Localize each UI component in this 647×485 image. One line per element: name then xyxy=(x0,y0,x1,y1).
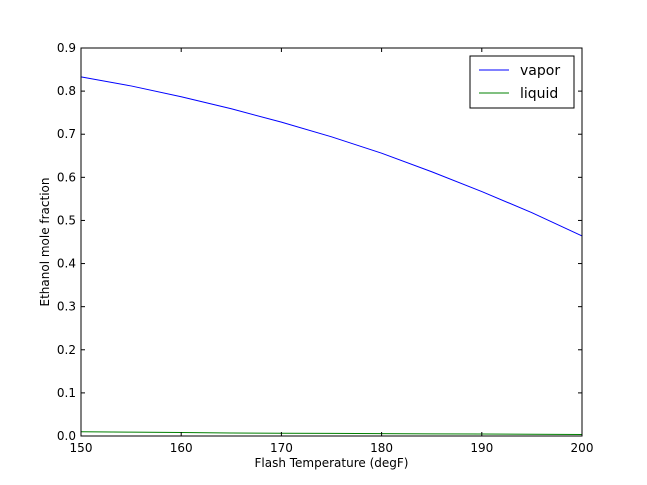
plot-frame xyxy=(80,47,583,437)
y-tick-label-3: 0.3 xyxy=(57,300,76,314)
y-tick-label-2: 0.2 xyxy=(57,343,76,357)
series-line-liquid xyxy=(80,431,583,435)
y-tick-label-0: 0.0 xyxy=(57,429,76,443)
y-tick-labels: 0.0 0.1 0.2 0.3 0.4 0.5 0.6 0.7 0.8 0.9 xyxy=(57,41,76,443)
legend-box xyxy=(469,55,575,109)
series-line-vapor xyxy=(80,76,583,237)
x-tick-label-4: 190 xyxy=(470,441,493,455)
y-tick-label-7: 0.7 xyxy=(57,127,76,141)
y-tick-label-8: 0.8 xyxy=(57,84,76,98)
x-tick-labels: 150 160 170 180 190 200 xyxy=(70,441,594,455)
y-tick-label-9: 0.9 xyxy=(57,41,76,55)
x-tick-label-5: 200 xyxy=(571,441,594,455)
plot-area xyxy=(81,48,582,436)
y-axis-label: Ethanol mole fraction xyxy=(38,178,52,307)
series-layer xyxy=(80,76,583,435)
legend: vapor liquid xyxy=(469,55,575,109)
y-tick-label-6: 0.6 xyxy=(57,170,76,184)
y-tick-label-1: 0.1 xyxy=(57,386,76,400)
x-axis-label: Flash Temperature (degF) xyxy=(255,456,409,470)
x-tick-label-1: 160 xyxy=(170,441,193,455)
legend-label-vapor: vapor xyxy=(520,63,560,79)
y-tick-label-4: 0.4 xyxy=(57,257,76,271)
legend-label-liquid: liquid xyxy=(520,86,558,102)
x-tick-label-3: 180 xyxy=(370,441,393,455)
x-tick-label-2: 170 xyxy=(270,441,293,455)
x-tick-label-0: 150 xyxy=(70,441,93,455)
y-tick-label-5: 0.5 xyxy=(57,213,76,227)
